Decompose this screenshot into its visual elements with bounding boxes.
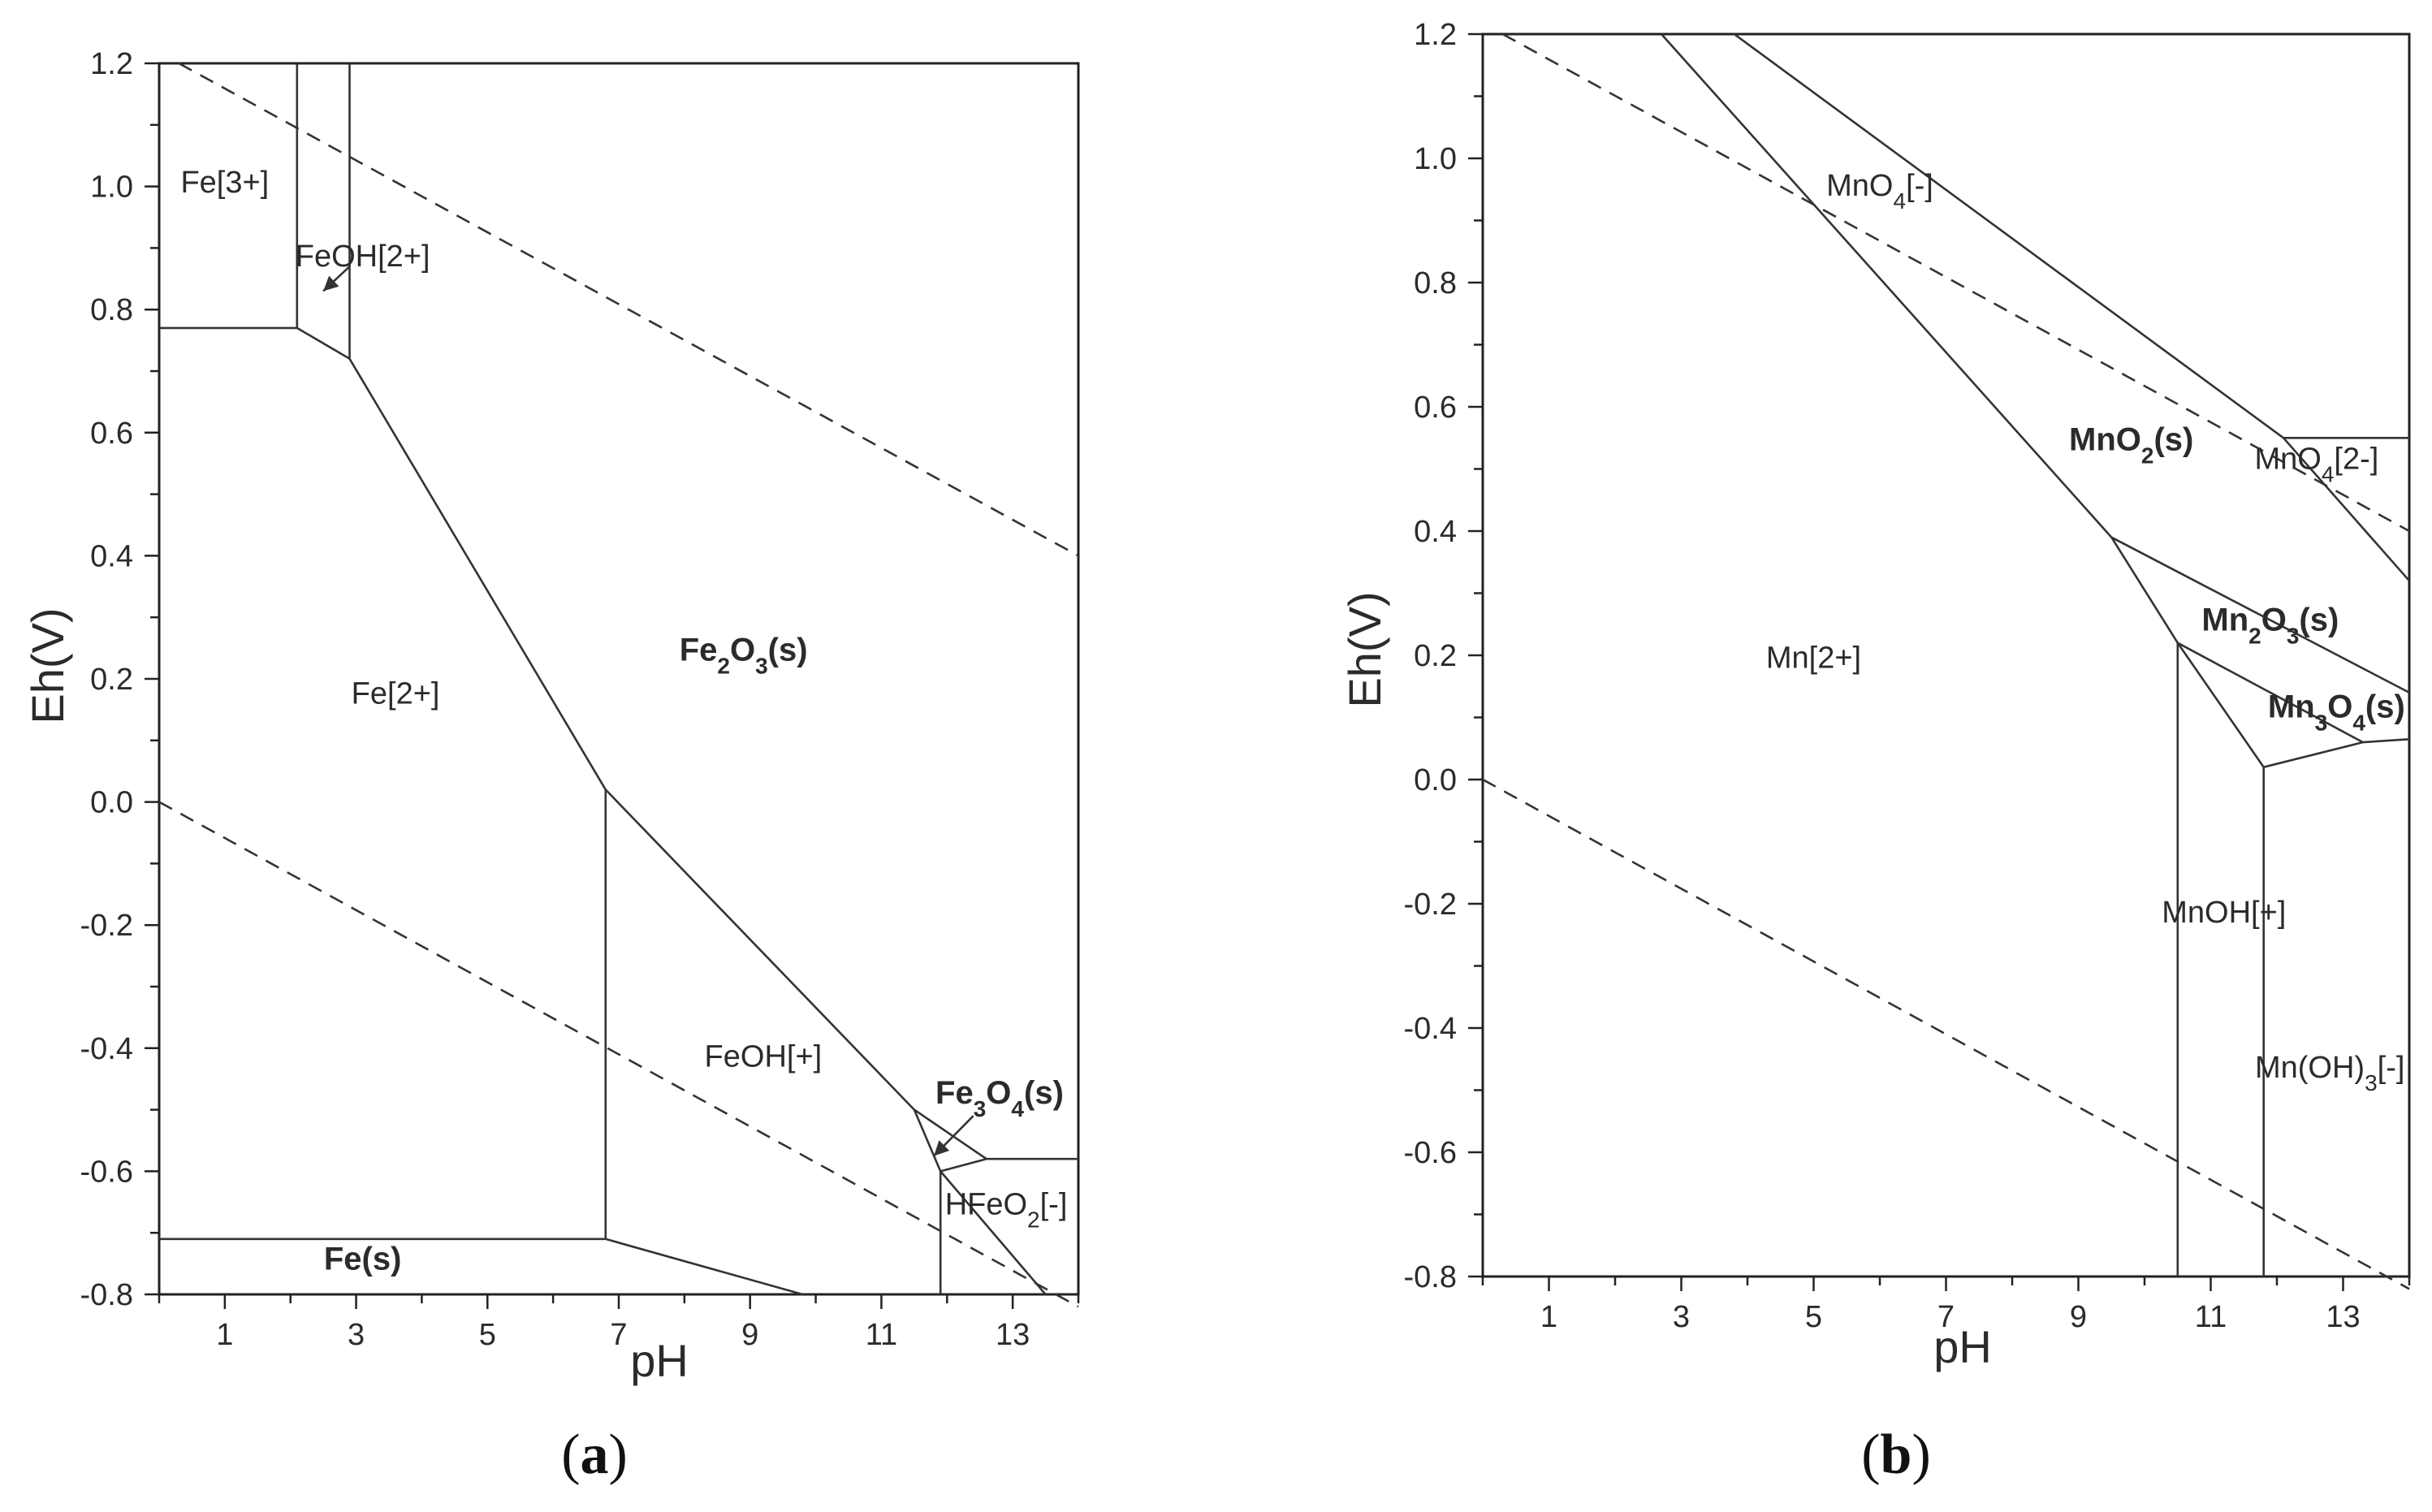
phase-boundary	[2110, 536, 2410, 694]
x-axis-title: pH	[630, 1335, 689, 1386]
x-tick-label: 9	[741, 1318, 758, 1352]
y-tick-label: -0.4	[1404, 1012, 1457, 1046]
x-tick-label: 7	[1937, 1300, 1955, 1334]
region-label: Fe2O3(s)	[680, 632, 808, 678]
phase-boundary	[2110, 537, 2179, 644]
phase-boundary	[940, 1157, 987, 1173]
y-tick-label: -0.6	[1404, 1136, 1457, 1170]
phase-boundary	[605, 1238, 803, 1296]
phase-boundary	[2283, 437, 2410, 582]
x-tick-label: 13	[996, 1318, 1030, 1352]
y-tick-label: 0.2	[90, 663, 133, 697]
y-tick-label: 0.8	[90, 293, 133, 327]
region-label: Fe3O4(s)	[935, 1075, 1064, 1121]
x-tick-label: 11	[866, 1318, 897, 1352]
phase-boundary	[913, 1109, 942, 1172]
y-tick-label: 0.8	[1414, 266, 1457, 300]
y-tick-label: 0.0	[1414, 763, 1457, 797]
region-label: Mn[2+]	[1766, 641, 1861, 675]
figure-label-a: (a)	[561, 1423, 628, 1486]
y-tick-label: 0.4	[1414, 515, 1457, 549]
phase-boundary	[296, 326, 351, 360]
x-tick-label: 3	[348, 1318, 365, 1352]
phase-boundary	[1733, 32, 2284, 439]
y-tick-label: 0.2	[1414, 639, 1457, 673]
y-tick-label: 1.0	[90, 171, 133, 205]
region-label: Fe(s)	[324, 1242, 402, 1277]
region-label: HFeO2[-]	[945, 1187, 1068, 1232]
water-stability-line	[178, 62, 1079, 557]
figure-label-b: (b)	[1861, 1423, 1931, 1486]
x-tick-label: 3	[1673, 1300, 1690, 1334]
phase-boundary	[1661, 33, 2113, 538]
region-label: MnO4[2-]	[2254, 443, 2378, 487]
phase-boundary	[2263, 741, 2364, 768]
phase-boundary	[604, 788, 915, 1111]
y-tick-label: -0.2	[1404, 888, 1457, 922]
region-label: MnOH[+]	[2162, 896, 2286, 930]
region-label: Mn2O3(s)	[2201, 602, 2339, 648]
region-label: Mn3O4(s)	[2268, 689, 2405, 736]
y-tick-label: -0.8	[1404, 1260, 1457, 1294]
region-label: MnO4[-]	[1826, 169, 1933, 214]
region-label: FeOH[2+]	[296, 240, 430, 274]
x-tick-label: 1	[216, 1318, 233, 1352]
y-axis-title: Eh(V)	[22, 607, 73, 724]
arrow-head	[934, 1140, 950, 1156]
phase-boundary	[2176, 642, 2265, 768]
region-label: FeOH[+]	[705, 1040, 823, 1074]
region-label: Mn(OH)3[-]	[2255, 1051, 2404, 1095]
water-stability-line	[1482, 778, 2410, 1290]
y-tick-label: 0.6	[90, 417, 133, 451]
x-tick-label: 11	[2195, 1300, 2227, 1334]
arrow-head	[323, 275, 339, 292]
water-stability-line	[158, 801, 1079, 1308]
plot-frame	[1481, 32, 2411, 1278]
x-tick-label: 1	[1540, 1300, 1557, 1334]
y-tick-label: 0.6	[1414, 391, 1457, 425]
y-tick-label: -0.4	[80, 1032, 133, 1066]
x-tick-label: 13	[2326, 1300, 2360, 1334]
x-tick-label: 5	[479, 1318, 496, 1352]
x-tick-label: 5	[1805, 1300, 1822, 1334]
y-tick-label: -0.6	[80, 1155, 133, 1189]
y-tick-label: 0.0	[90, 786, 133, 820]
x-tick-label: 7	[610, 1318, 627, 1352]
y-tick-label: -0.2	[80, 909, 133, 943]
y-tick-label: 0.4	[90, 539, 133, 573]
y-tick-label: 1.2	[90, 47, 133, 81]
phase-boundary	[2362, 738, 2410, 744]
phase-boundary	[348, 358, 607, 791]
region-label: Fe[3+]	[180, 166, 269, 200]
y-axis-title: Eh(V)	[1339, 591, 1390, 707]
phase-boundary	[940, 1170, 1047, 1295]
phase-boundary	[2177, 642, 2364, 744]
region-label: Fe[2+]	[352, 676, 440, 711]
y-tick-label: -0.8	[80, 1278, 133, 1312]
phase-boundary	[914, 1108, 987, 1160]
region-label: MnO2(s)	[2069, 422, 2193, 469]
water-stability-line	[1501, 32, 2410, 533]
x-axis-title: pH	[1933, 1321, 1992, 1372]
x-tick-label: 9	[2070, 1300, 2087, 1334]
y-tick-label: 1.0	[1414, 142, 1457, 176]
y-tick-label: 1.2	[1414, 18, 1457, 52]
